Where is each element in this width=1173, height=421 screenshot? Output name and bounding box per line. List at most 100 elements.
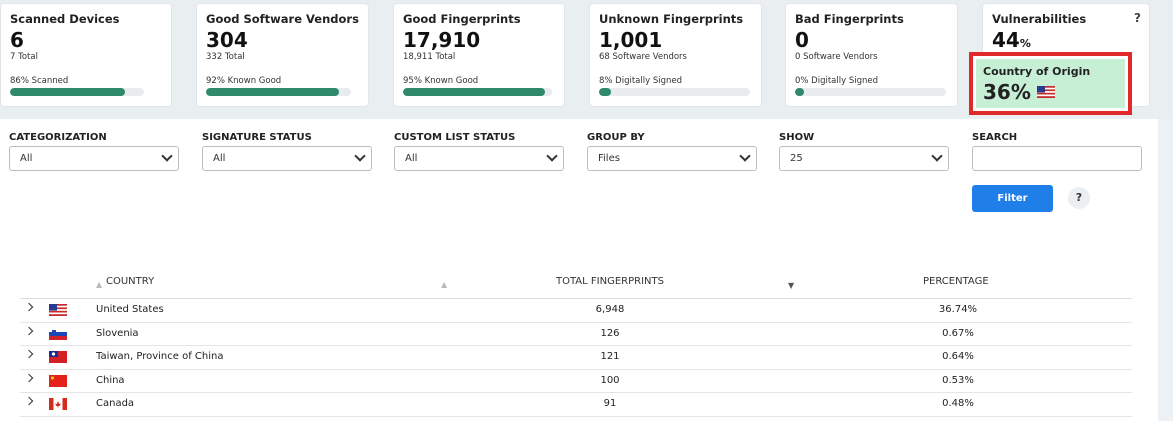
canada-flag-icon: [49, 398, 67, 410]
column-country[interactable]: COUNTRY: [106, 276, 155, 287]
selected-value: All: [405, 153, 418, 164]
country-name: Slovenia: [96, 327, 139, 339]
progress-track: [10, 88, 144, 96]
card-title: Scanned Devices: [10, 12, 120, 26]
card-value: 44%: [992, 29, 1140, 55]
card-title: Good Fingerprints: [403, 12, 521, 26]
percentage: 0.53%: [942, 374, 974, 386]
progress-label: 95% Known Good: [403, 76, 479, 86]
total-fingerprints: 121: [600, 351, 620, 362]
help-icon[interactable]: ?: [1068, 187, 1090, 209]
table-row[interactable]: Slovenia 126 0.67%: [20, 323, 1132, 346]
card-value: 1,001: [599, 28, 663, 52]
percent-unit: %: [1010, 80, 1031, 104]
total-fingerprints: 126: [600, 327, 620, 339]
chevron-right-icon[interactable]: [24, 349, 34, 359]
card-title: Good Software Vendors: [206, 12, 359, 26]
column-percentage[interactable]: PERCENTAGE: [923, 276, 989, 287]
total-fingerprints: 91: [603, 398, 617, 409]
signature-status-label: SIGNATURE STATUS: [202, 132, 312, 143]
search-input[interactable]: [972, 146, 1142, 171]
chevron-right-icon[interactable]: [24, 326, 34, 335]
card-subtext: 68 Software Vendors: [599, 52, 687, 62]
progress-label: 92% Known Good: [206, 76, 282, 86]
help-icon[interactable]: ?: [1134, 11, 1141, 25]
card-value: 6: [10, 28, 24, 52]
selected-value: All: [213, 153, 226, 164]
country-name: Canada: [96, 398, 135, 409]
card-good-software-vendors[interactable]: Good Software Vendors 304 332 Total 92% …: [196, 3, 369, 107]
sort-desc-icon[interactable]: ▼: [788, 281, 795, 290]
card-title: Country of Origin: [983, 65, 1091, 78]
taiwan-flag-icon: [49, 351, 67, 363]
card-value: 17,910: [403, 28, 481, 52]
selected-value: 25: [790, 153, 803, 164]
vulnerabilities-value: 44: [992, 28, 1020, 52]
progress-track: [599, 88, 750, 96]
table-row[interactable]: Canada 91 0.48%: [20, 393, 1132, 417]
chevron-down-icon: [739, 150, 751, 162]
progress-track: [206, 88, 351, 96]
country-name: Taiwan, Province of China: [96, 351, 224, 362]
table-row[interactable]: Taiwan, Province of China 121 0.64%: [20, 346, 1132, 370]
signature-status-select[interactable]: All: [202, 146, 372, 171]
filter-button[interactable]: Filter: [972, 185, 1053, 212]
country-of-origin-highlight[interactable]: Country of Origin 36%: [969, 52, 1132, 115]
card-subtext: 7 Total: [10, 52, 38, 62]
card-title: Vulnerabilities: [992, 12, 1087, 26]
chevron-right-icon[interactable]: [24, 302, 34, 312]
card-value: 0: [795, 28, 809, 52]
show-select[interactable]: 25: [779, 146, 949, 171]
total-fingerprints: 100: [600, 374, 620, 386]
progress-fill: [206, 88, 340, 96]
progress-label: 8% Digitally Signed: [599, 76, 683, 86]
scroll-area[interactable]: [1158, 119, 1173, 421]
sort-icon[interactable]: ▲︎: [96, 280, 103, 289]
progress-label: 0% Digitally Signed: [795, 76, 879, 86]
origin-value: 36: [983, 80, 1011, 104]
sort-icon[interactable]: ▲︎: [441, 280, 448, 289]
percentage: 0.64%: [942, 351, 974, 362]
group-by-select[interactable]: Files: [587, 146, 757, 171]
country-name: China: [96, 374, 125, 386]
chevron-right-icon[interactable]: [24, 396, 34, 406]
progress-track: [795, 88, 946, 96]
country-of-origin-card[interactable]: Country of Origin 36%: [976, 59, 1125, 108]
card-scanned-devices[interactable]: Scanned Devices 6 7 Total 86% Scanned: [0, 3, 172, 107]
group-by-label: GROUP BY: [587, 132, 645, 143]
card-subtext: 18,911 Total: [403, 52, 456, 62]
progress-fill: [599, 88, 612, 96]
card-title: Unknown Fingerprints: [599, 12, 744, 26]
selected-value: All: [20, 153, 33, 164]
progress-track: [403, 88, 552, 96]
percentage: 36.74%: [938, 304, 978, 315]
search-label: SEARCH: [972, 132, 1018, 143]
categorization-select[interactable]: All: [9, 146, 179, 171]
column-total-fingerprints[interactable]: TOTAL FINGERPRINTS: [556, 276, 664, 287]
card-unknown-fingerprints[interactable]: Unknown Fingerprints 1,001 68 Software V…: [589, 3, 762, 107]
card-title: Bad Fingerprints: [795, 12, 904, 26]
card-good-fingerprints[interactable]: Good Fingerprints 17,910 18,911 Total 95…: [393, 3, 565, 107]
chevron-down-icon: [161, 150, 173, 162]
custom-list-status-label: CUSTOM LIST STATUS: [394, 132, 516, 143]
progress-fill: [10, 88, 126, 96]
chevron-right-icon[interactable]: [24, 373, 34, 382]
card-subtext: 0 Software Vendors: [795, 52, 878, 62]
card-bad-fingerprints[interactable]: Bad Fingerprints 0 0 Software Vendors 0%…: [785, 3, 958, 107]
percentage: 0.48%: [942, 398, 974, 409]
percent-unit: %: [1019, 37, 1031, 50]
progress-fill: [795, 88, 805, 96]
card-value: 304: [206, 28, 248, 52]
country-name: United States: [96, 304, 164, 315]
progress-label: 86% Scanned: [10, 76, 69, 86]
selected-value: Files: [598, 153, 620, 164]
chevron-down-icon: [354, 150, 366, 162]
card-value: 36%: [983, 80, 1118, 104]
table-row[interactable]: China 100 0.53%: [20, 370, 1132, 393]
progress-fill: [403, 88, 545, 96]
custom-list-status-select[interactable]: All: [394, 146, 564, 171]
chevron-down-icon: [546, 150, 558, 162]
percentage: 0.67%: [942, 327, 974, 339]
table-row[interactable]: United States 6,948 36.74%: [20, 299, 1132, 323]
total-fingerprints: 6,948: [595, 304, 625, 315]
